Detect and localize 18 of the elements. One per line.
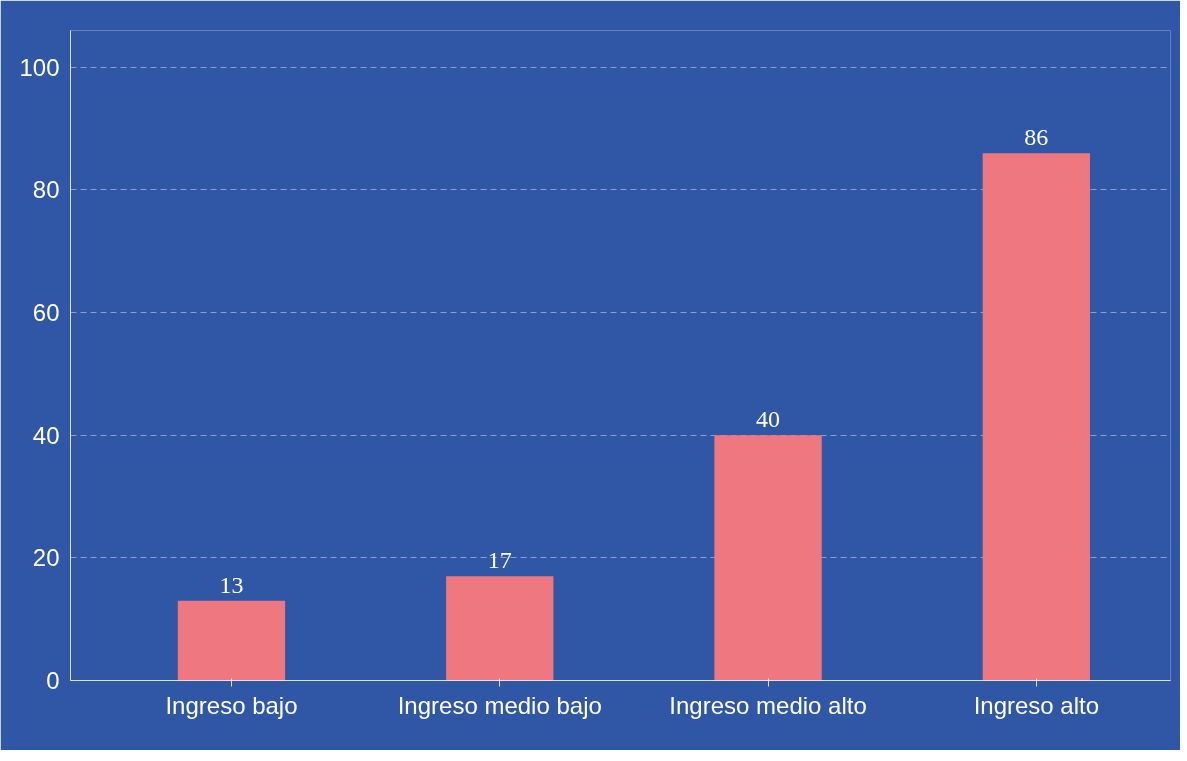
bar bbox=[446, 576, 554, 681]
bar bbox=[177, 600, 286, 681]
bar bbox=[714, 435, 822, 681]
data-label: 86 bbox=[1024, 124, 1049, 151]
y-tick-label: 40 bbox=[32, 421, 60, 449]
x-tick-label: Ingreso medio bajo bbox=[397, 691, 602, 719]
x-tick-label: Ingreso alto bbox=[973, 691, 1100, 719]
y-tick-label: 20 bbox=[32, 544, 60, 572]
data-label: 13 bbox=[219, 571, 244, 598]
y-tick-label: 0 bbox=[46, 667, 60, 694]
y-tick-label: 100 bbox=[19, 53, 60, 81]
y-tick-label: 80 bbox=[32, 176, 60, 204]
bar bbox=[982, 153, 1091, 681]
data-label: 17 bbox=[487, 547, 512, 574]
x-tick-label: Ingreso bajo bbox=[165, 691, 298, 719]
data-label: 40 bbox=[756, 406, 781, 433]
y-tick-label: 60 bbox=[32, 299, 60, 327]
x-tick-label: Ingreso medio alto bbox=[669, 691, 867, 719]
